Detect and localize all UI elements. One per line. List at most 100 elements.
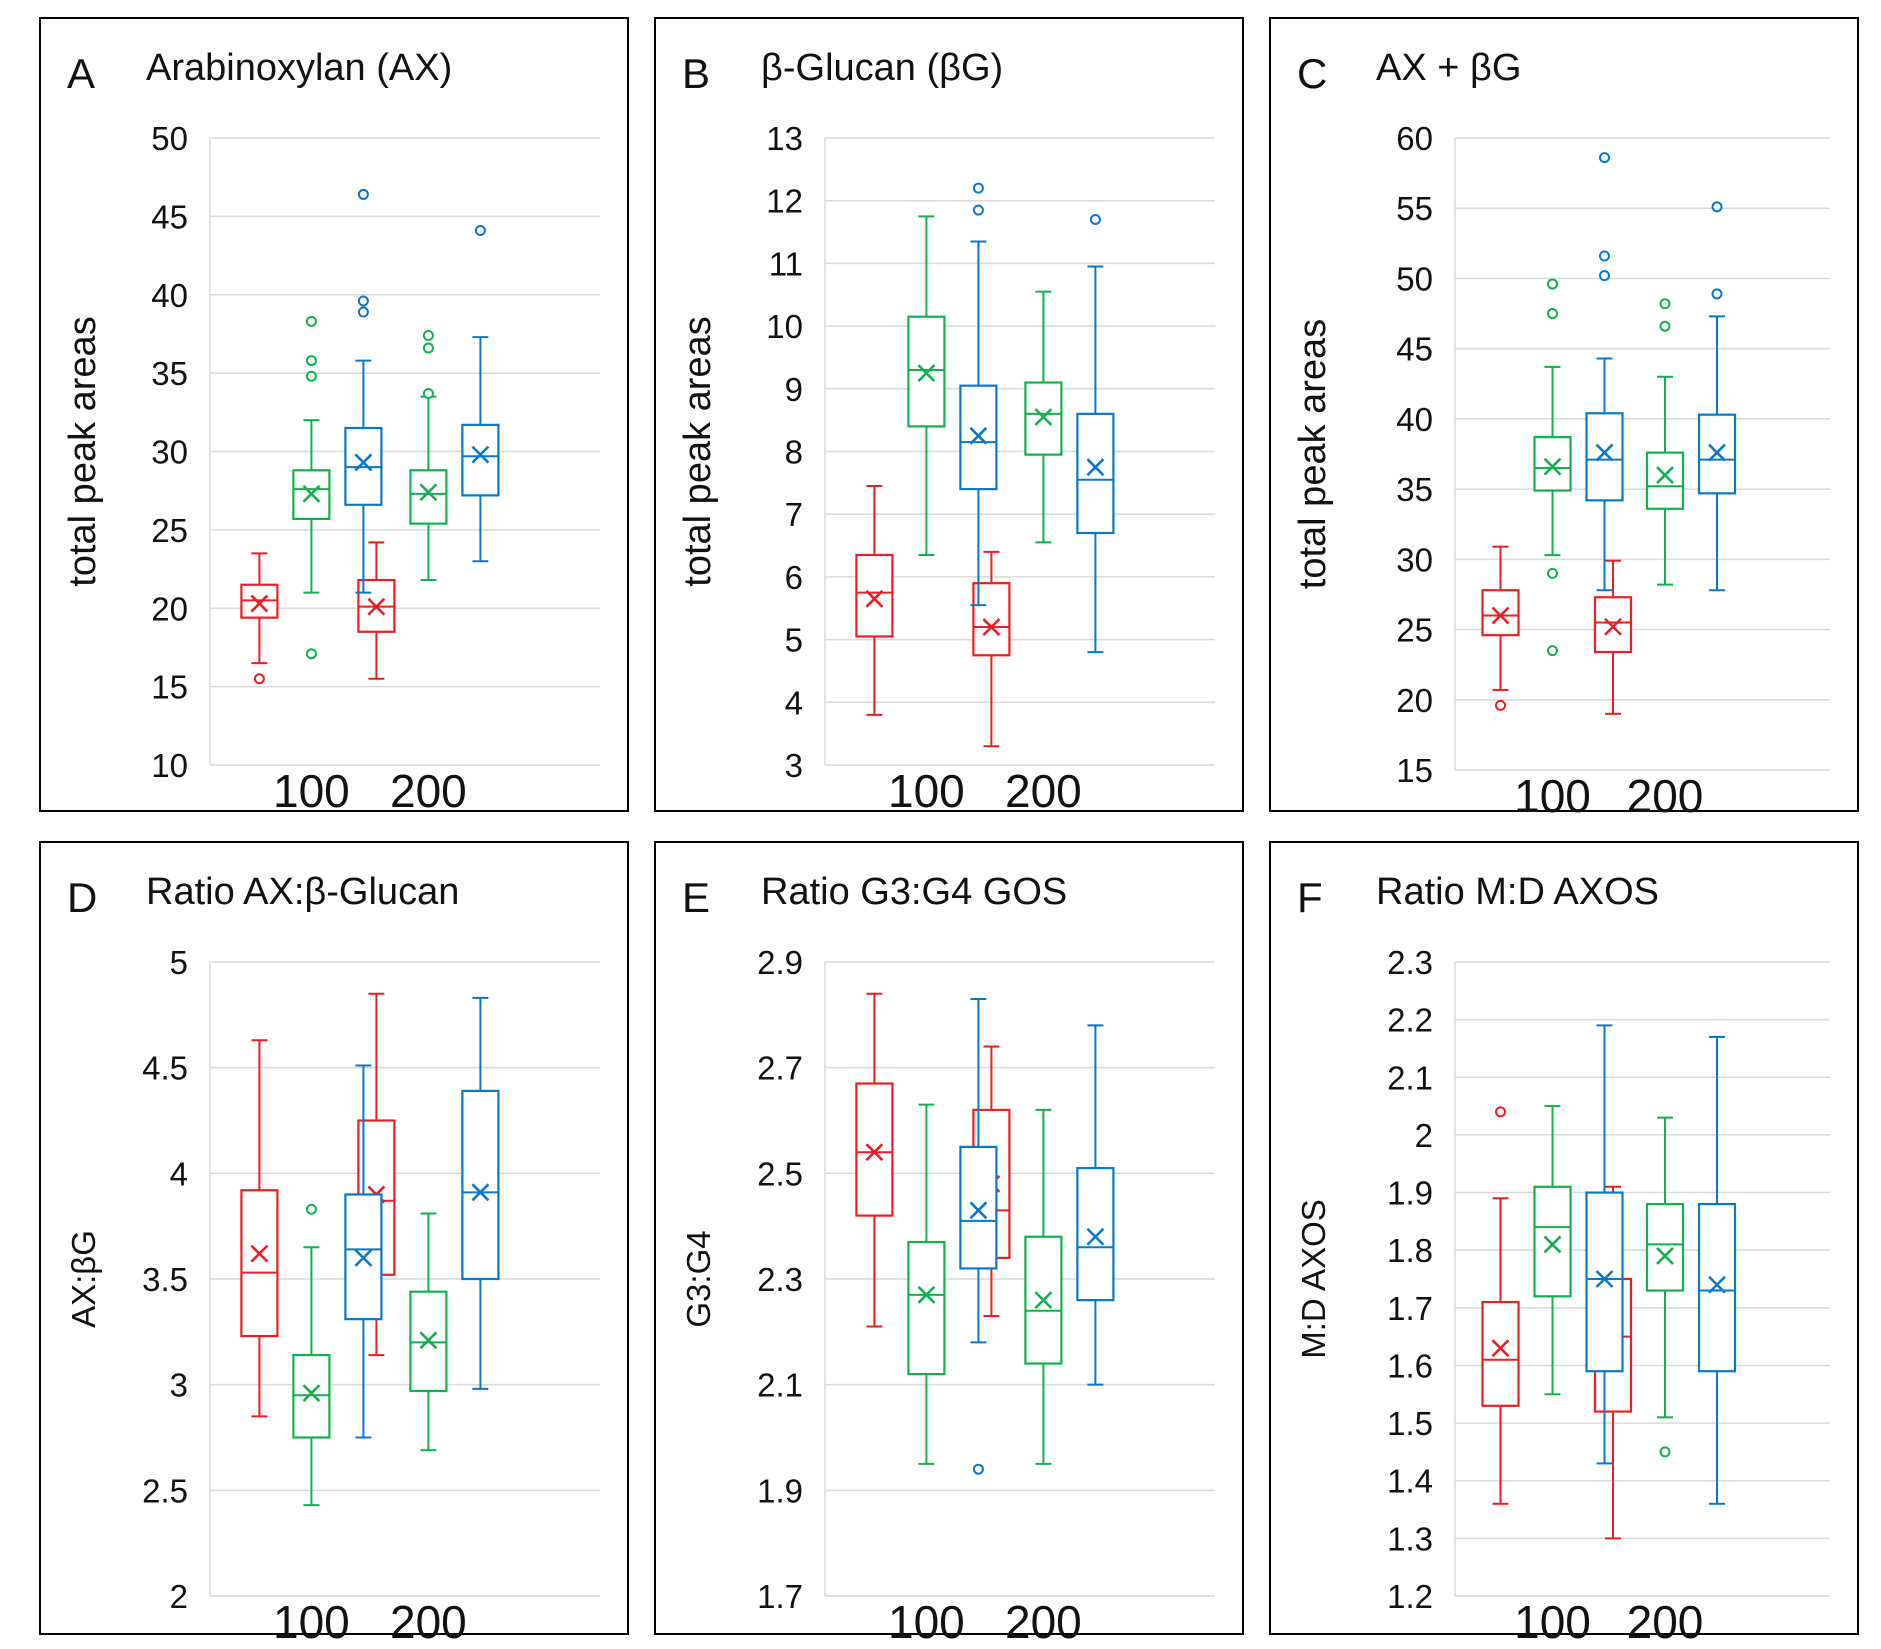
y-tick-label: 50 [151, 120, 188, 157]
y-tick-label: 3 [170, 1367, 188, 1404]
box-red-100 [1481, 545, 1520, 711]
x-category-label: 200 [1005, 765, 1082, 817]
outlier-point [1659, 1446, 1671, 1458]
mean-marker [1086, 458, 1105, 477]
iqr-box [1585, 412, 1624, 502]
panel-frame [39, 841, 629, 1635]
iqr-box [409, 469, 448, 525]
box-blue-100 [959, 997, 998, 1475]
mean-marker [1656, 466, 1674, 484]
mean-marker [1491, 606, 1510, 625]
y-tick-label: 1.5 [1387, 1405, 1433, 1442]
box-green-100 [292, 1203, 331, 1507]
x-category-label: 200 [1005, 1596, 1082, 1648]
panel-letter: A [67, 50, 95, 97]
box-red-100 [240, 1039, 279, 1418]
y-tick-label: 1.9 [757, 1472, 803, 1509]
y-tick-label: 40 [1396, 401, 1433, 438]
iqr-box [1645, 451, 1685, 510]
y-tick-label: 55 [1396, 190, 1433, 227]
y-tick-label: 30 [1396, 541, 1433, 578]
box-red-100 [855, 992, 894, 1328]
box-blue-100 [344, 188, 383, 594]
y-tick-label: 12 [766, 183, 803, 220]
mean-marker [969, 1201, 988, 1220]
y-tick-label: 20 [1396, 682, 1433, 719]
y-tick-label: 2.1 [757, 1367, 803, 1404]
y-tick-label: 20 [151, 590, 188, 627]
outlier-point [422, 342, 434, 354]
panel-frame [1269, 17, 1859, 812]
panel-frame [654, 841, 1244, 1635]
outlier-point [305, 648, 317, 660]
mean-marker [917, 364, 936, 383]
panel-c: C AX + βG 15 20 25 30 35 40 45 50 55 60 total peak a… [1269, 17, 1859, 822]
mean-marker [367, 597, 386, 616]
box-green-200 [1645, 298, 1685, 586]
box-blue-100 [959, 182, 998, 607]
mean-marker [1708, 443, 1726, 462]
y-tick-label: 35 [151, 355, 188, 392]
mean-marker [969, 426, 988, 445]
panel-title: AX + βG [1376, 47, 1521, 89]
panel-title: Ratio AX:β-Glucan [146, 871, 459, 913]
x-category-label: 100 [273, 1596, 350, 1648]
y-axis-label: total peak areas [677, 316, 719, 586]
iqr-box [1076, 1166, 1115, 1302]
iqr-box [1481, 589, 1520, 637]
box-green-200 [1645, 1116, 1685, 1458]
y-tick-label: 4.5 [142, 1050, 188, 1087]
iqr-box [1697, 1202, 1737, 1373]
iqr-box [1533, 1185, 1572, 1298]
iqr-box [855, 1082, 894, 1217]
y-axis-label: total peak areas [62, 316, 104, 586]
panel-letter: C [1297, 50, 1327, 97]
outlier-point [1547, 278, 1558, 290]
y-tick-label: 6 [785, 559, 803, 596]
mean-marker [1034, 1291, 1053, 1310]
box-blue-100 [1585, 1024, 1624, 1465]
y-tick-label: 2 [170, 1578, 188, 1615]
panel-title: Ratio G3:G4 GOS [761, 871, 1067, 913]
box-blue-100 [344, 1064, 383, 1439]
y-tick-label: 3.5 [142, 1261, 188, 1298]
panel-title: β-Glucan (βG) [761, 47, 1003, 89]
y-tick-label: 11 [769, 245, 803, 282]
mean-marker [1595, 443, 1614, 462]
x-category-label: 200 [390, 765, 467, 817]
y-tick-label: 2.7 [757, 1050, 803, 1087]
iqr-box [1076, 412, 1115, 535]
box-green-200 [1024, 1108, 1063, 1465]
y-tick-label: 10 [151, 747, 188, 784]
outlier-point [1495, 699, 1506, 711]
y-tick-label: 4 [785, 684, 803, 721]
y-tick-label: 1.9 [1387, 1175, 1433, 1212]
box-green-100 [907, 215, 946, 556]
outlier-point [357, 295, 369, 307]
outlier-point [1547, 308, 1558, 320]
mean-marker [419, 483, 438, 502]
x-category-label: 200 [1627, 1596, 1704, 1648]
iqr-box [1481, 1300, 1520, 1407]
outlier-point [305, 370, 317, 382]
box-green-100 [1533, 1105, 1572, 1396]
outlier-point [1711, 201, 1723, 213]
mean-marker [250, 594, 269, 613]
outlier-point [1599, 152, 1610, 164]
mean-marker [1708, 1275, 1726, 1294]
mean-marker [250, 1244, 269, 1263]
y-tick-label: 2.2 [1387, 1002, 1433, 1039]
outlier-point [1599, 270, 1610, 282]
panel-f: F Ratio M:D AXOS 1.2 1.3 1.4 1.5 1.6 1.7 1.8 1.9 2… [1269, 841, 1859, 1648]
y-tick-label: 5 [785, 622, 803, 659]
box-blue-200 [461, 996, 500, 1390]
box-green-100 [292, 315, 331, 660]
box-green-200 [409, 1212, 448, 1452]
outlier-point [972, 1463, 984, 1475]
y-tick-label: 1.2 [1387, 1578, 1433, 1615]
x-category-label: 200 [390, 1596, 467, 1648]
y-tick-label: 1.8 [1387, 1232, 1433, 1269]
mean-marker [302, 1384, 321, 1403]
